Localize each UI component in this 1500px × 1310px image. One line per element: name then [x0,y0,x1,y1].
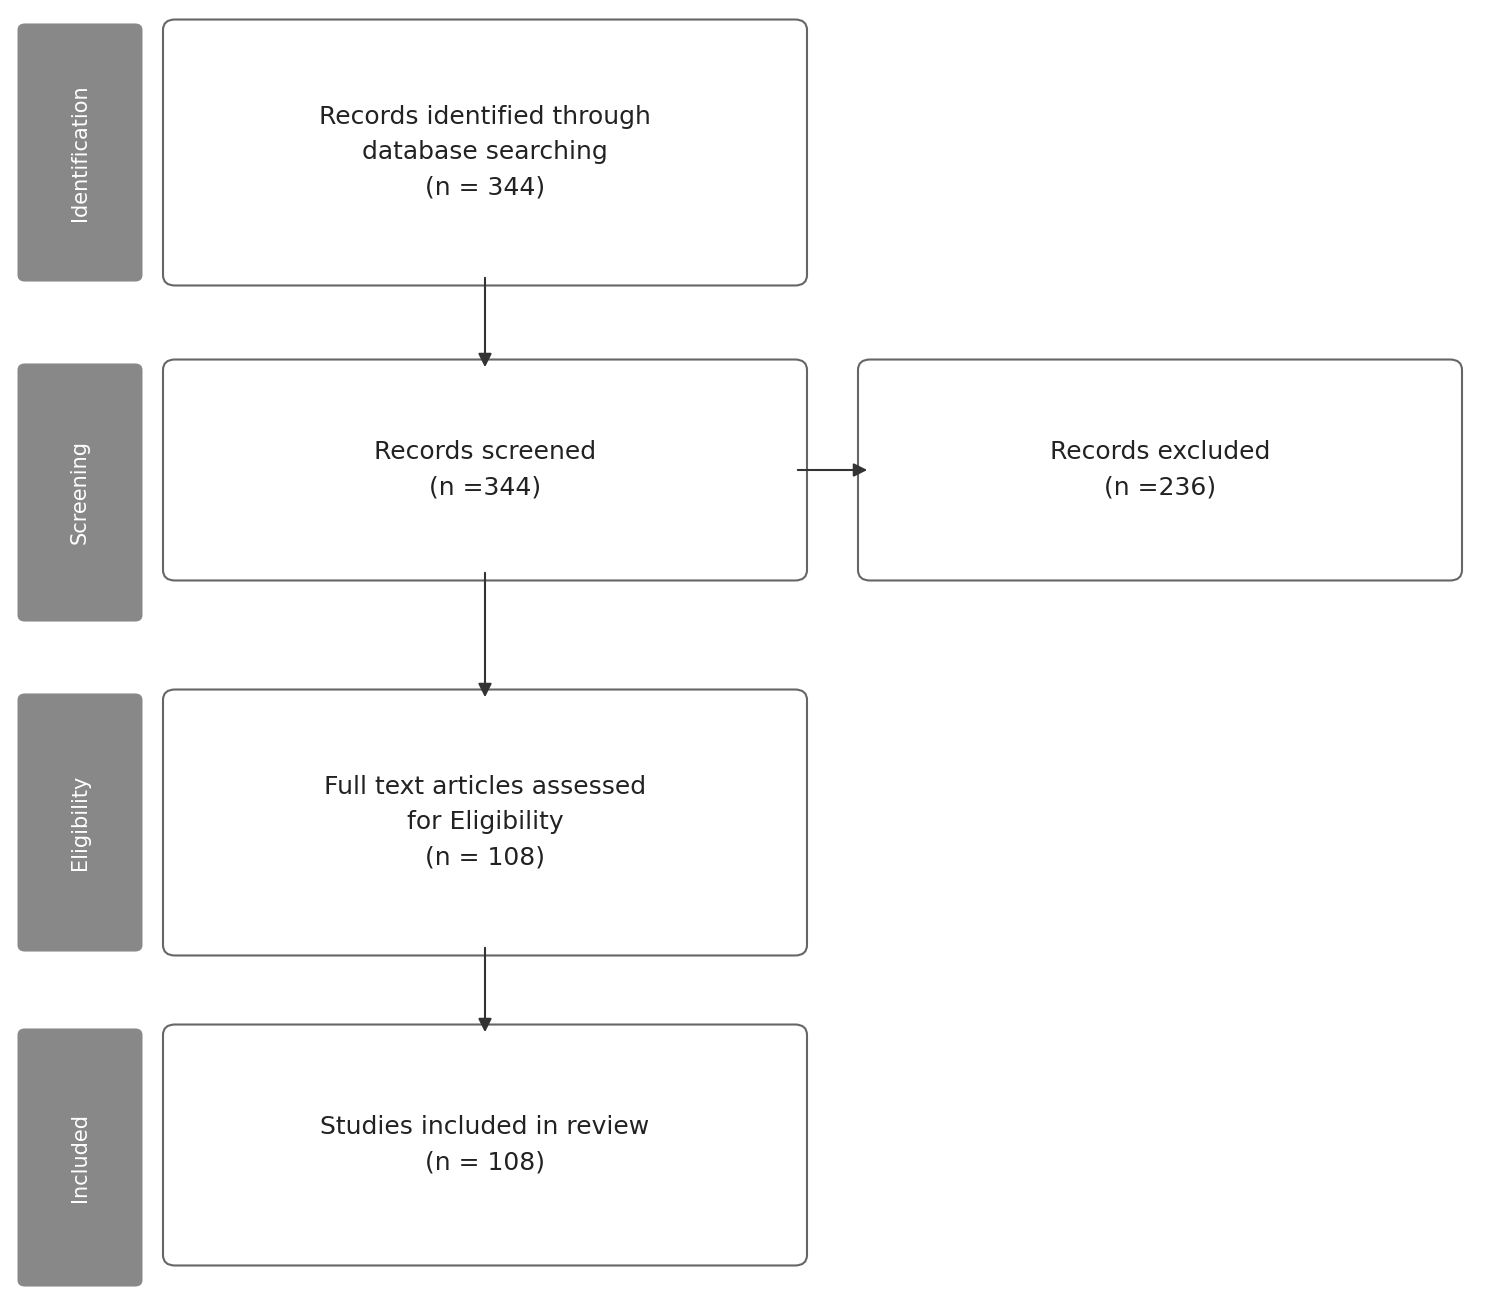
FancyBboxPatch shape [858,359,1462,580]
FancyBboxPatch shape [18,693,142,951]
Text: Included: Included [70,1114,90,1203]
Text: Eligibility: Eligibility [70,774,90,870]
Text: Screening: Screening [70,440,90,545]
Text: Records identified through
database searching
(n = 344): Records identified through database sear… [320,105,651,200]
FancyBboxPatch shape [164,689,807,955]
FancyBboxPatch shape [164,1024,807,1265]
FancyBboxPatch shape [164,359,807,580]
FancyBboxPatch shape [164,20,807,286]
Text: Records screened
(n =344): Records screened (n =344) [374,440,596,499]
FancyBboxPatch shape [18,363,142,621]
Text: Records excluded
(n =236): Records excluded (n =236) [1050,440,1270,499]
FancyBboxPatch shape [18,24,142,282]
Text: Studies included in review
(n = 108): Studies included in review (n = 108) [321,1115,650,1175]
Text: Identification: Identification [70,84,90,221]
Text: Full text articles assessed
for Eligibility
(n = 108): Full text articles assessed for Eligibil… [324,776,646,870]
FancyBboxPatch shape [18,1028,142,1286]
